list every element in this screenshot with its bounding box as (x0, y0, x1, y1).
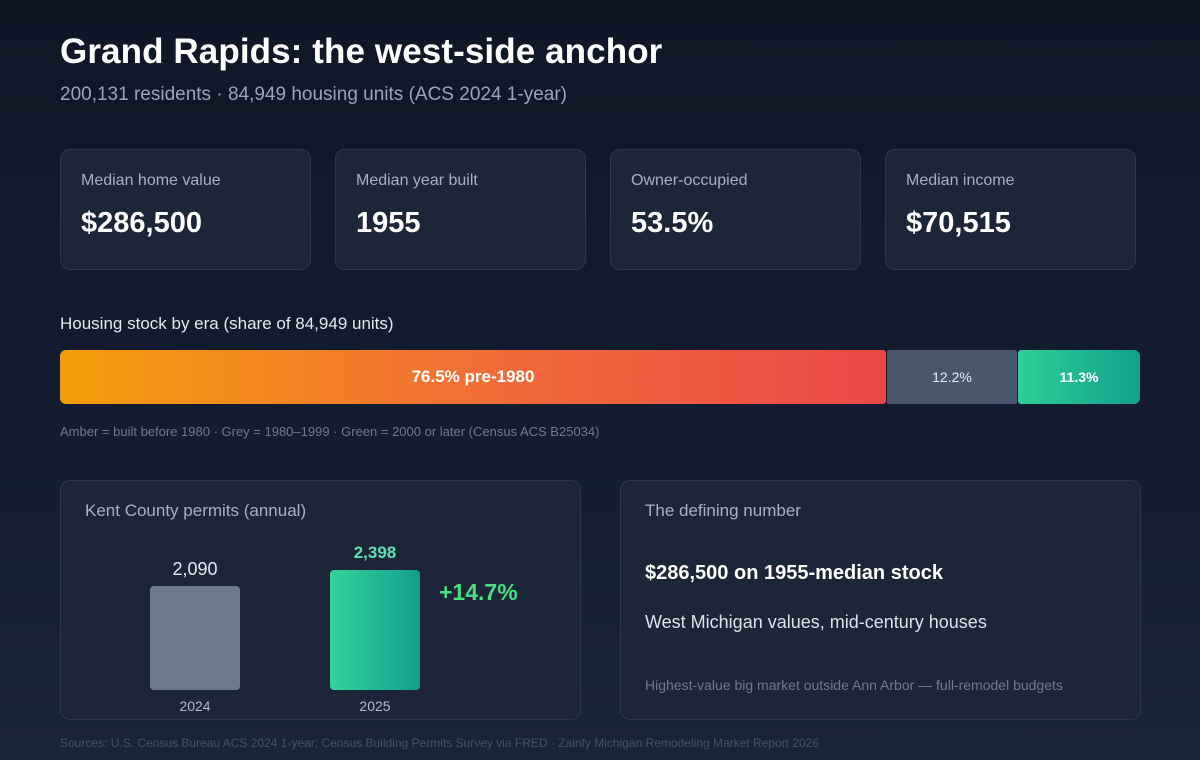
permits-title: Kent County permits (annual) (85, 501, 307, 520)
kpi-value: $286,500 (81, 207, 202, 239)
permit-category-label-2024: 2024 (179, 698, 211, 714)
defining-headline: $286,500 on 1955-median stock (645, 562, 943, 584)
defining-note: Highest-value big market outside Ann Arb… (645, 677, 1063, 693)
era-segment-1980-1999: 12.2% (887, 350, 1017, 404)
kpi-label: Owner-occupied (631, 172, 748, 189)
kpi-cards: Median home value $286,500 Median year b… (60, 149, 1136, 270)
permit-category-label-2025: 2025 (359, 698, 391, 714)
kpi-value: $70,515 (906, 207, 1011, 239)
kpi-label: Median year built (356, 172, 478, 189)
sources-footnote: Sources: U.S. Census Bureau ACS 2024 1-y… (60, 736, 820, 750)
kpi-card-median-income: Median income $70,515 (885, 149, 1136, 270)
page-subtitle: 200,131 residents · 84,949 housing units… (60, 84, 567, 105)
era-stacked-bar: 76.5% pre-1980 12.2% 11.3% (60, 350, 1140, 404)
permits-panel: Kent County permits (annual) +14.7% 2,09… (60, 480, 581, 720)
defining-panel: The defining number $286,500 on 1955-med… (620, 480, 1141, 720)
era-segment-2000-later: 11.3% (1018, 350, 1140, 404)
era-segment-pre-1980: 76.5% pre-1980 (60, 350, 886, 404)
era-legend-note: Amber = built before 1980 · Grey = 1980–… (60, 424, 600, 439)
permit-bar-2024 (150, 585, 240, 690)
kpi-value: 53.5% (631, 207, 714, 239)
defining-title: The defining number (645, 501, 801, 520)
kpi-card-year-built: Median year built 1955 (335, 149, 586, 270)
kpi-value: 1955 (356, 207, 421, 239)
defining-subtext: West Michigan values, mid-century houses (645, 612, 987, 632)
kpi-label: Median income (906, 172, 1015, 189)
permit-value-label-2025: 2,398 (353, 543, 397, 563)
permit-value-label-2024: 2,090 (172, 558, 218, 579)
kpi-card-home-value: Median home value $286,500 (60, 149, 311, 270)
kpi-card-owner-occupied: Owner-occupied 53.5% (610, 149, 861, 270)
permit-bar-2025 (330, 570, 420, 690)
permits-growth-label: +14.7% (439, 579, 518, 605)
kpi-label: Median home value (81, 172, 221, 189)
page-title: Grand Rapids: the west-side anchor (60, 32, 663, 71)
era-bar-title: Housing stock by era (share of 84,949 un… (60, 314, 394, 333)
